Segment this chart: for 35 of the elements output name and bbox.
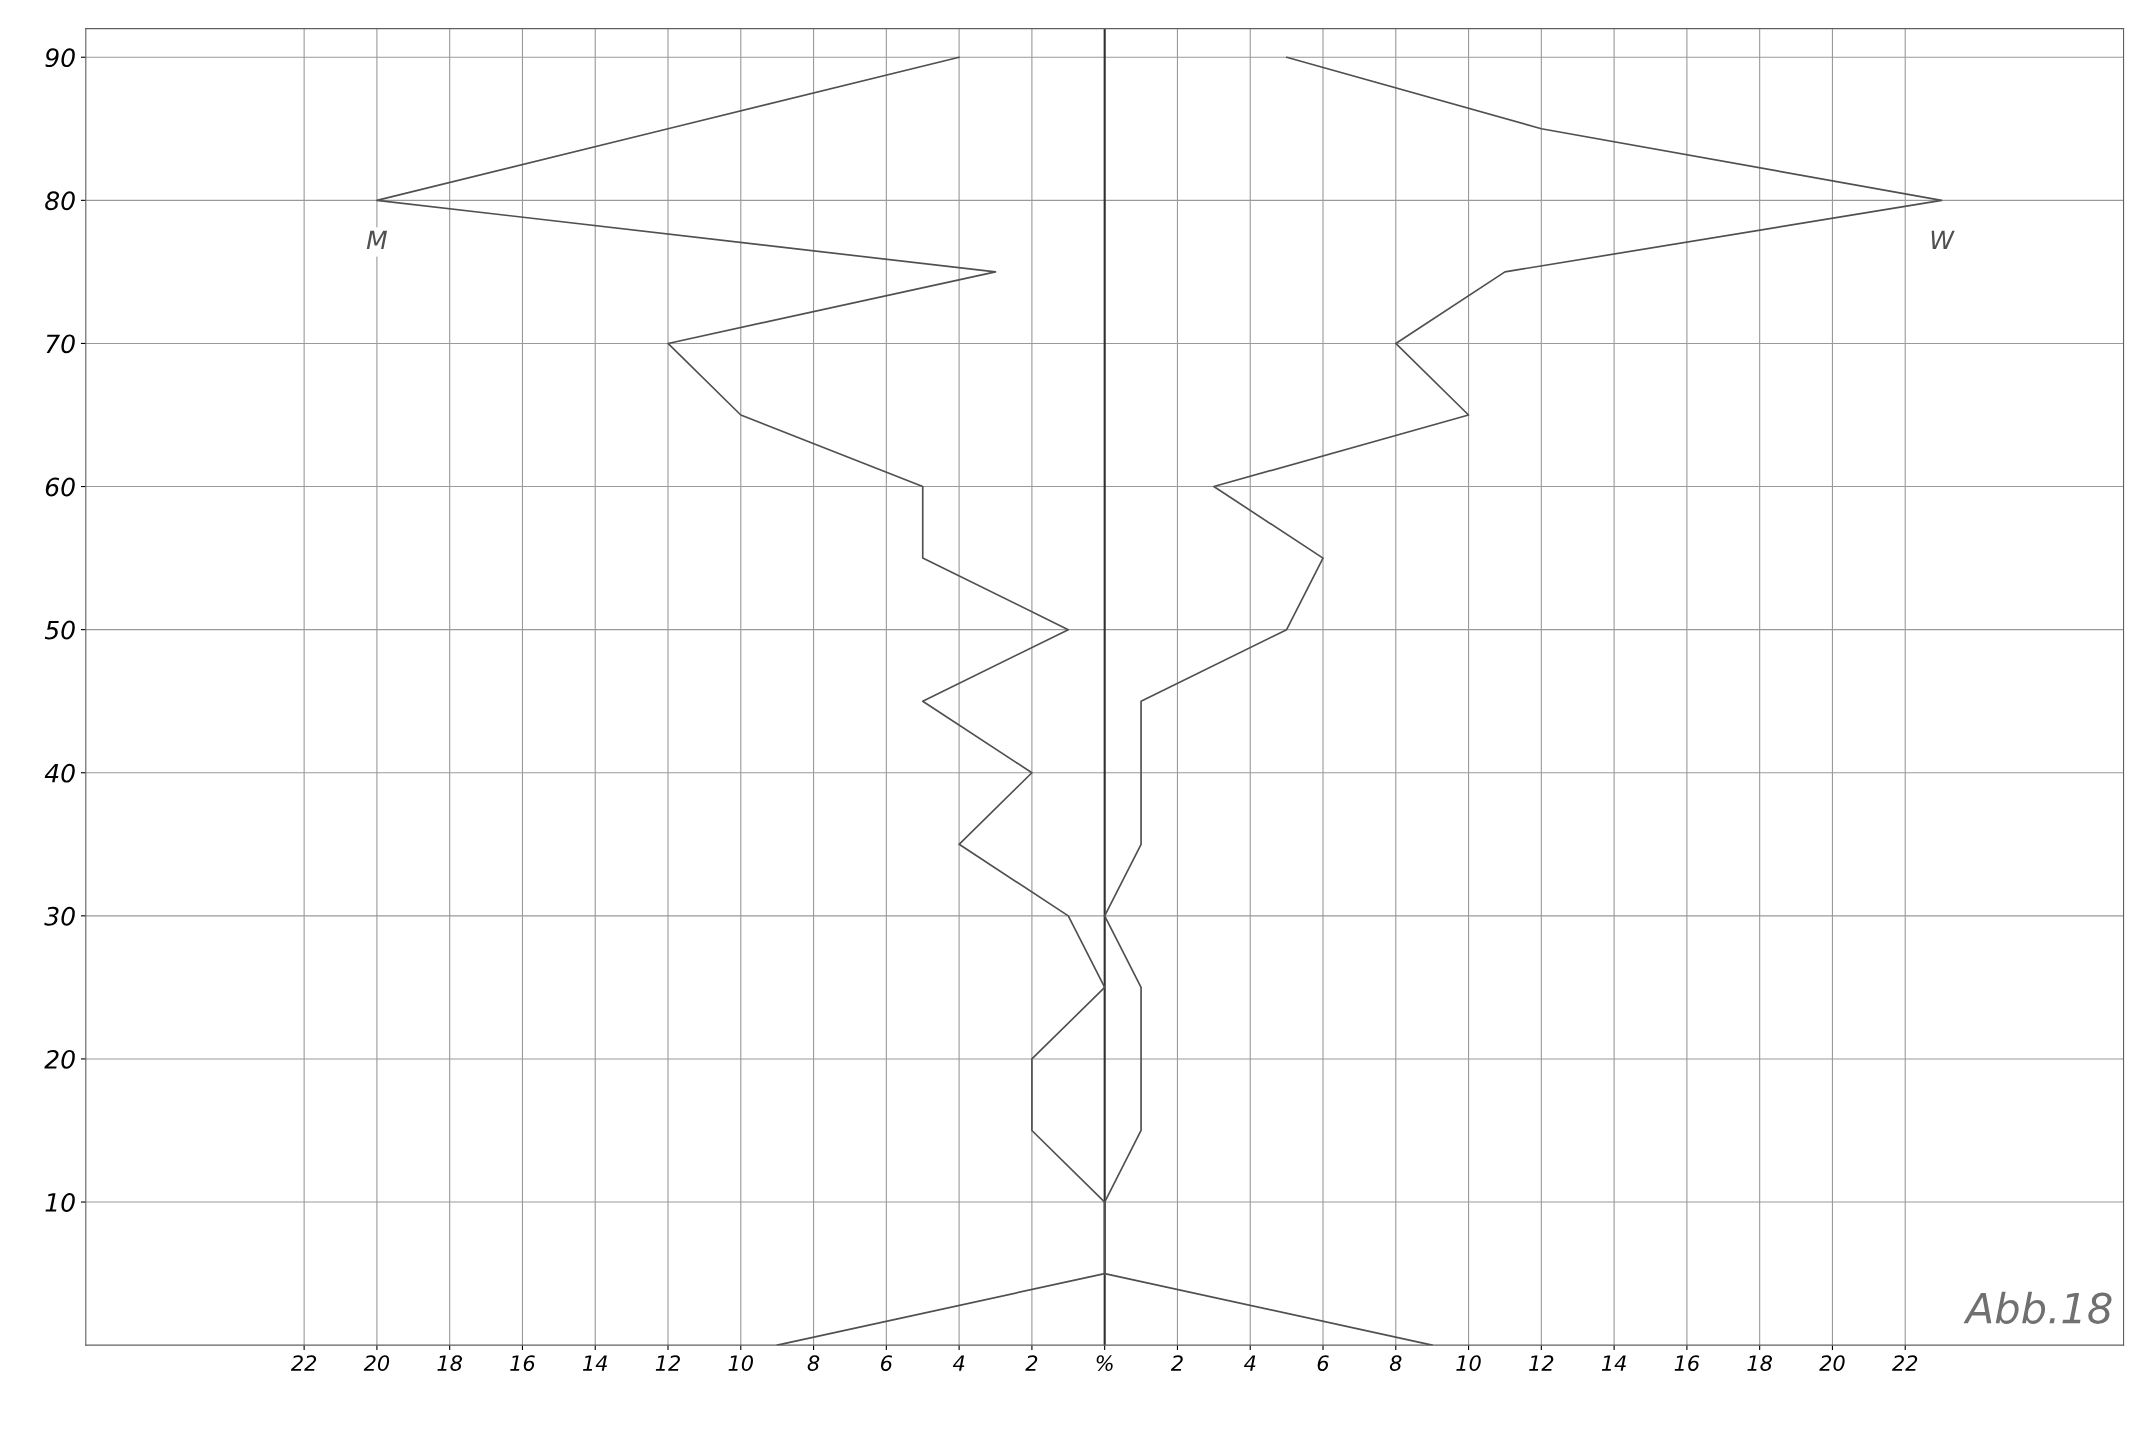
x-tick-label: 16 bbox=[510, 1355, 535, 1371]
x-tick-label: 22 bbox=[290, 1355, 317, 1371]
x-tick-label: 16 bbox=[1674, 1355, 1700, 1371]
x-tick-label: 2 bbox=[1025, 1355, 1038, 1371]
x-tick-label: 14 bbox=[583, 1355, 608, 1371]
x-tick-label: 6 bbox=[1317, 1355, 1329, 1371]
x-tick-label: 8 bbox=[1389, 1355, 1402, 1371]
y-tick-label: 20 bbox=[44, 1049, 75, 1069]
x-tick-label: 10 bbox=[728, 1355, 753, 1371]
y-tick-label: 70 bbox=[46, 334, 75, 354]
y-tick-label: 40 bbox=[44, 763, 75, 783]
y-tick-label: 60 bbox=[45, 477, 75, 497]
y-tick-label: 90 bbox=[45, 48, 75, 68]
x-tick-label: 20 bbox=[1819, 1355, 1845, 1371]
x-tick-label: 14 bbox=[1601, 1355, 1626, 1371]
y-tick-label: 30 bbox=[44, 906, 75, 926]
x-tick-label: 22 bbox=[1892, 1355, 1918, 1371]
x-tick-label: 8 bbox=[807, 1355, 820, 1371]
x-tick-label: 6 bbox=[881, 1355, 893, 1371]
x-tick-label: 4 bbox=[1243, 1355, 1256, 1371]
annotation: Abb.18 bbox=[1963, 1291, 2112, 1324]
x-tick-label: 2 bbox=[1170, 1355, 1183, 1371]
series-label: W bbox=[1931, 230, 1955, 249]
x-tick-label: 12 bbox=[655, 1355, 680, 1371]
x-tick-label: 18 bbox=[1747, 1355, 1773, 1371]
x-tick-label: 4 bbox=[952, 1355, 965, 1371]
y-tick-label: 10 bbox=[45, 1192, 75, 1212]
x-tick-label: 10 bbox=[1456, 1355, 1481, 1371]
x-tick-label: 18 bbox=[437, 1355, 463, 1371]
x-tick-label: 12 bbox=[1529, 1355, 1554, 1371]
x-tick-label: % bbox=[1096, 1355, 1113, 1371]
y-tick-label: 80 bbox=[45, 191, 75, 211]
series-label: M bbox=[366, 230, 388, 249]
y-tick-label: 50 bbox=[44, 620, 75, 640]
x-tick-label: 20 bbox=[363, 1355, 390, 1371]
